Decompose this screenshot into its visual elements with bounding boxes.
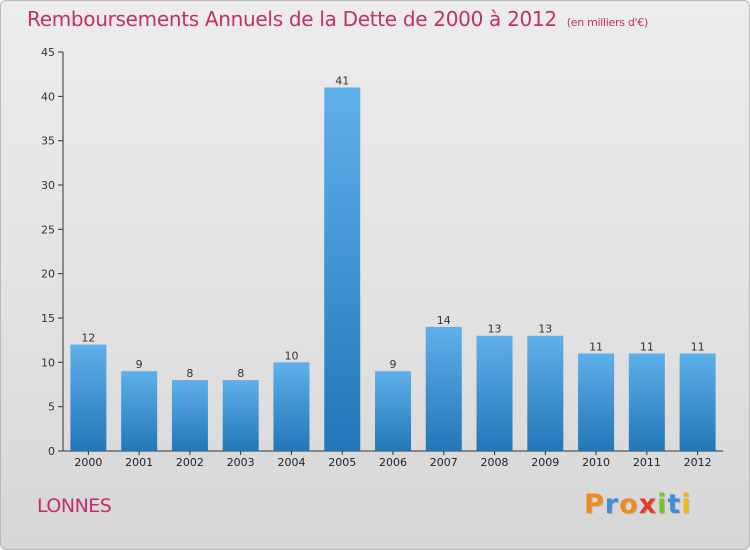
x-tick-label: 2000	[74, 456, 102, 469]
x-tick-label: 2006	[379, 456, 407, 469]
x-tick-label: 2002	[176, 456, 204, 469]
x-tick-label: 2001	[125, 456, 153, 469]
bar	[70, 344, 107, 451]
bar	[679, 353, 716, 451]
x-tick-label: 2009	[531, 456, 559, 469]
bar	[628, 353, 665, 451]
x-tick-label: 2011	[633, 456, 661, 469]
bar	[121, 371, 158, 451]
data-label: 11	[691, 340, 705, 353]
y-tick-label: 15	[41, 312, 55, 325]
data-label: 8	[186, 367, 193, 380]
chart-title: Remboursements Annuels de la Dette de 20…	[27, 7, 648, 31]
x-tick-label: 2007	[430, 456, 458, 469]
data-label: 13	[538, 323, 552, 336]
y-tick-label: 5	[48, 401, 55, 414]
data-label: 12	[81, 332, 95, 345]
data-label: 13	[488, 323, 502, 336]
data-label: 10	[284, 349, 298, 362]
x-tick-label: 2004	[277, 456, 305, 469]
chart-title-unit: (en milliers d'€)	[566, 16, 648, 29]
bar	[578, 353, 615, 451]
y-tick-label: 30	[41, 179, 55, 192]
bar	[171, 380, 208, 451]
bar	[273, 362, 310, 451]
logo-letter: x	[638, 489, 658, 520]
proxiti-logo[interactable]: Proxiti	[584, 489, 692, 520]
logo-letter: P	[584, 489, 605, 520]
data-label: 11	[589, 340, 603, 353]
y-tick-label: 0	[48, 445, 55, 458]
logo-letter: i	[681, 489, 692, 520]
x-tick-label: 2003	[227, 456, 255, 469]
bar	[375, 371, 411, 451]
y-tick-label: 45	[41, 46, 55, 59]
y-tick-label: 10	[41, 356, 55, 369]
data-label: 8	[237, 367, 244, 380]
logo-letter: i	[657, 489, 668, 520]
y-tick-label: 25	[41, 223, 55, 236]
x-tick-label: 2005	[328, 456, 356, 469]
data-label: 41	[335, 74, 349, 87]
bar	[222, 380, 259, 451]
x-tick-label: 2010	[582, 456, 610, 469]
x-tick-label: 2012	[684, 456, 712, 469]
y-tick-label: 40	[41, 90, 55, 103]
bar	[324, 87, 361, 451]
bar	[425, 326, 462, 451]
logo-letter: t	[667, 489, 682, 520]
chart-title-text: Remboursements Annuels de la Dette de 20…	[27, 7, 557, 31]
data-label: 14	[437, 314, 451, 327]
bar	[476, 335, 513, 451]
bar	[527, 335, 564, 451]
data-label: 11	[640, 340, 654, 353]
logo-letter: o	[619, 489, 639, 520]
data-label: 9	[136, 358, 143, 371]
data-label: 9	[390, 358, 397, 371]
logo-letter: r	[604, 489, 620, 520]
y-tick-label: 35	[41, 135, 55, 148]
x-tick-label: 2008	[481, 456, 509, 469]
commune-name: LONNES	[37, 495, 112, 517]
y-tick-label: 20	[41, 268, 55, 281]
